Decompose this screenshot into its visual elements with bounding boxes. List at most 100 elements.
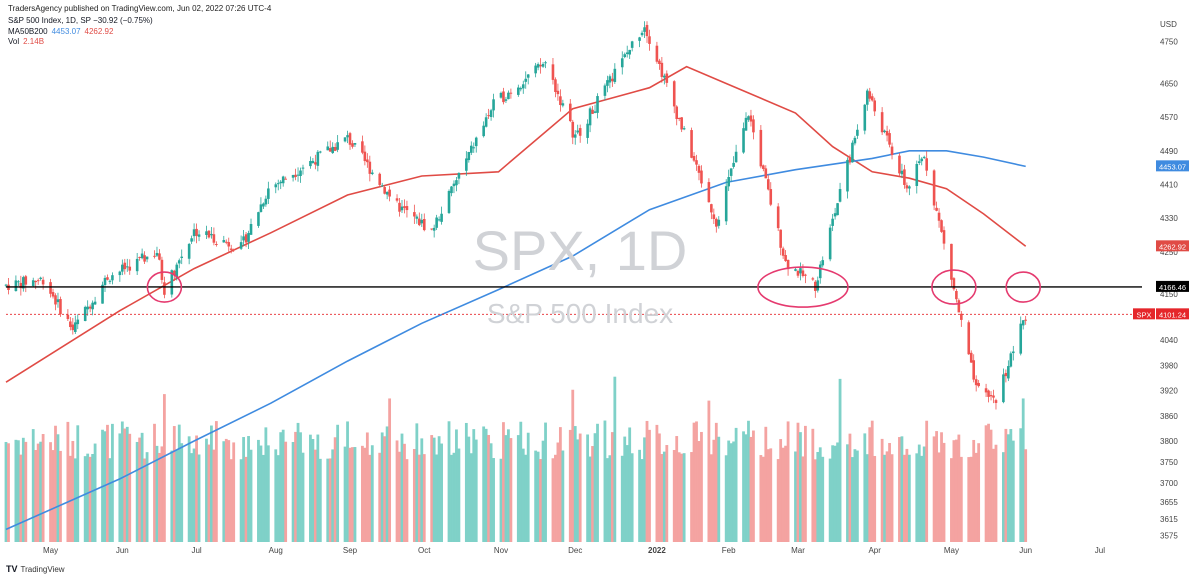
candle-body: [440, 213, 443, 222]
volume-bar: [799, 432, 802, 542]
candle: [534, 62, 537, 78]
candle-body: [898, 155, 901, 174]
volume-bar: [571, 389, 575, 542]
candle: [440, 206, 443, 225]
candle-body: [989, 395, 993, 397]
time-axis[interactable]: May Jun Jul Aug Sep Oct Nov Dec 2022 Feb Mar Apr May…: [43, 546, 1105, 555]
candle: [905, 182, 909, 193]
candle: [311, 158, 315, 164]
candle-body: [418, 218, 421, 226]
y-tick-label: 3860: [1160, 412, 1178, 421]
legend-ma200-value: 4262.92: [84, 26, 114, 36]
candle-body: [413, 212, 416, 217]
volume-bar: [954, 439, 958, 542]
volume-bar: [239, 459, 243, 542]
volume-bar: [437, 436, 441, 542]
volume-bar: [422, 454, 426, 542]
candle-body: [578, 128, 582, 136]
candle: [19, 275, 23, 296]
candle-body: [447, 190, 451, 213]
candle: [31, 277, 35, 288]
volume-bar: [796, 422, 800, 542]
volume-bar: [24, 441, 28, 542]
candle: [606, 75, 609, 93]
volume-bar: [1021, 398, 1025, 542]
candle: [143, 251, 146, 264]
candle: [992, 389, 995, 404]
candle-body: [262, 203, 265, 207]
candle-body: [4, 284, 8, 286]
candle: [571, 119, 575, 145]
candle-body: [69, 321, 72, 328]
price-axis[interactable]: USD 4750 4650 4570 4490 4410 4330 4250 4150 4040…: [1160, 20, 1178, 541]
volume-bar: [888, 443, 891, 542]
volume-bar: [905, 448, 909, 542]
candle: [888, 129, 891, 148]
candle: [613, 63, 617, 84]
candle: [957, 298, 961, 313]
price-marker-bg: [1156, 240, 1189, 252]
candle: [576, 124, 580, 135]
legend-vol-label: Vol: [8, 37, 20, 46]
volume-bar: [935, 431, 938, 542]
volume-bar: [91, 454, 95, 542]
volume-bar: [509, 438, 513, 542]
candle: [242, 229, 245, 247]
volume-bar: [108, 458, 112, 542]
candle-body: [415, 216, 419, 219]
volume-bar: [368, 454, 372, 542]
volume-bar: [1011, 440, 1015, 542]
price-marker: 4166.46: [1156, 280, 1189, 292]
candle-body: [400, 206, 404, 211]
candle: [952, 277, 956, 291]
volume-bar: [242, 437, 245, 542]
volume-bar: [769, 448, 773, 542]
candle: [969, 350, 973, 363]
candle: [484, 113, 488, 128]
currency-label: USD: [1160, 20, 1177, 29]
candle-body: [281, 176, 285, 184]
candle-body: [888, 133, 891, 145]
candle: [34, 280, 37, 290]
volume-bar: [343, 446, 347, 542]
candle-body: [197, 234, 201, 237]
candle-body: [135, 258, 139, 272]
candle-body: [499, 92, 503, 98]
volume-bar: [457, 448, 461, 542]
candle-body: [1004, 372, 1008, 377]
candle: [432, 224, 436, 238]
volume-bar: [784, 445, 788, 542]
volume-bar: [125, 426, 129, 542]
candle-body: [917, 161, 921, 164]
candle-body: [544, 62, 547, 64]
candle-body: [645, 24, 649, 37]
candle: [920, 157, 924, 166]
volume-bar: [261, 454, 265, 542]
candle: [88, 304, 92, 313]
candle-body: [759, 129, 763, 167]
volume-bar: [677, 452, 681, 542]
volume-bar: [907, 454, 911, 542]
candle: [86, 300, 89, 316]
candle-body: [880, 112, 884, 133]
candle: [724, 179, 728, 225]
candlesticks: [4, 21, 1027, 410]
volume-bar: [153, 423, 156, 542]
candle: [853, 135, 857, 146]
legend-symbol-line: S&P 500 Index, 1D, SP −30.92 (−0.75%): [8, 16, 153, 25]
volume-bar: [994, 444, 998, 542]
candle: [799, 262, 802, 281]
volume-bar: [400, 433, 404, 542]
candle: [940, 219, 943, 233]
candle: [517, 84, 520, 97]
price-marker: SPX 4101.24: [1133, 308, 1189, 320]
candle-body: [742, 128, 745, 153]
volume-bar: [578, 433, 582, 542]
candle: [469, 141, 473, 156]
candle-body: [17, 281, 20, 283]
volume-bar: [301, 452, 305, 542]
volume-bar: [487, 434, 491, 542]
candle: [821, 256, 825, 268]
candle-body: [818, 264, 822, 279]
